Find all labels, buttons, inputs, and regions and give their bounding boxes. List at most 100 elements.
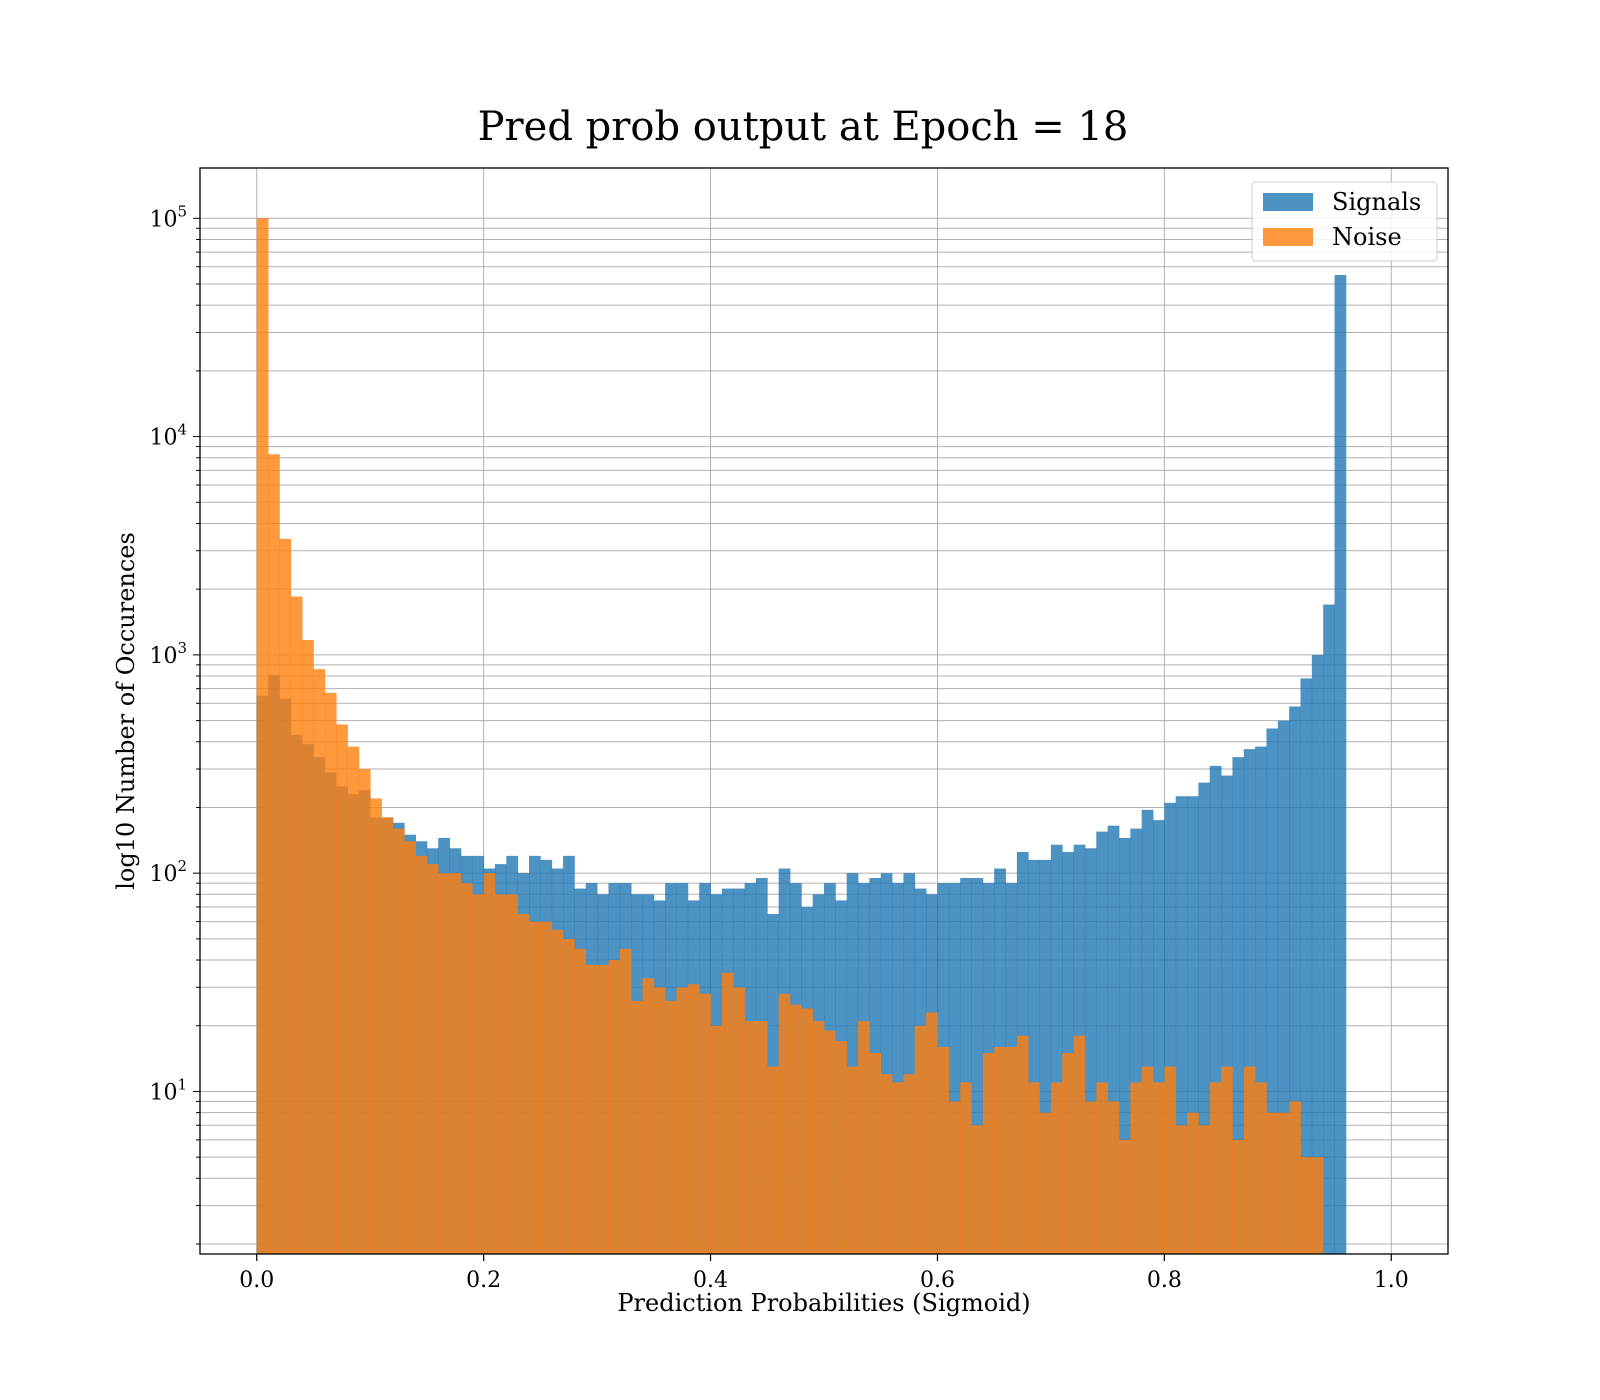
bar-noise bbox=[404, 841, 416, 1254]
y-tick-label: 103 bbox=[149, 639, 187, 669]
bar-noise bbox=[336, 724, 348, 1254]
bar-noise bbox=[1300, 1157, 1313, 1254]
bar-signals bbox=[1232, 757, 1245, 1254]
bar-noise bbox=[1050, 1082, 1063, 1254]
bar-noise bbox=[1164, 1066, 1177, 1254]
bar-noise bbox=[1141, 1066, 1154, 1254]
bar-noise bbox=[699, 993, 711, 1254]
bar-noise bbox=[665, 1000, 677, 1254]
bar-signals bbox=[1050, 844, 1063, 1254]
bar-noise bbox=[1289, 1101, 1301, 1254]
bar-noise bbox=[835, 1041, 848, 1254]
bar-noise bbox=[290, 596, 303, 1254]
bar-noise bbox=[1096, 1082, 1109, 1254]
bar-noise bbox=[914, 1025, 927, 1254]
bar-noise bbox=[801, 1008, 814, 1254]
bar-signals bbox=[1198, 782, 1211, 1254]
bar-noise bbox=[858, 1021, 870, 1254]
bar-noise bbox=[846, 1066, 859, 1254]
bar-noise bbox=[597, 964, 609, 1254]
bar-noise bbox=[472, 894, 485, 1254]
bar-noise bbox=[642, 978, 655, 1254]
y-tick-label: 105 bbox=[149, 202, 187, 232]
bar-noise bbox=[982, 1053, 995, 1254]
bar-noise bbox=[415, 855, 428, 1254]
bar-signals bbox=[1289, 706, 1301, 1254]
bar-noise bbox=[1277, 1112, 1290, 1254]
bar-noise bbox=[540, 921, 553, 1254]
chart-title: Pred prob output at Epoch = 18 bbox=[478, 104, 1129, 150]
bar-noise bbox=[1084, 1101, 1097, 1254]
bar-noise bbox=[302, 639, 314, 1254]
bar-signals bbox=[1311, 654, 1324, 1254]
bar-noise bbox=[1266, 1112, 1279, 1254]
bar-signals bbox=[1175, 796, 1188, 1254]
x-axis-label: Prediction Probabilities (Sigmoid) bbox=[617, 1289, 1030, 1317]
bar-noise bbox=[960, 1082, 972, 1254]
bar-noise bbox=[529, 921, 541, 1254]
bar-noise bbox=[551, 929, 564, 1254]
bar-noise bbox=[347, 746, 360, 1254]
bar-signals bbox=[846, 873, 859, 1254]
bar-noise bbox=[812, 1021, 825, 1254]
bar-noise bbox=[392, 828, 405, 1254]
bar-signals bbox=[1096, 831, 1109, 1254]
legend-label-noise: Noise bbox=[1332, 223, 1402, 251]
y-tick-label: 102 bbox=[149, 857, 187, 887]
bar-noise bbox=[438, 873, 450, 1254]
bar-signals bbox=[1141, 809, 1154, 1254]
bar-signals bbox=[1243, 749, 1256, 1254]
bar-signals bbox=[1187, 796, 1199, 1254]
bar-noise bbox=[1175, 1125, 1188, 1254]
bar-noise bbox=[778, 993, 791, 1254]
bar-noise bbox=[631, 1000, 643, 1254]
bar-signals bbox=[1266, 728, 1279, 1254]
x-axis-ticks: 0.0 0.2 0.4 0.6 0.8 1.0 bbox=[239, 1254, 1409, 1293]
bar-signals bbox=[948, 883, 961, 1254]
bar-noise bbox=[1028, 1082, 1040, 1254]
bar-noise bbox=[710, 1025, 723, 1254]
bar-signals bbox=[1323, 604, 1335, 1254]
bar-signals bbox=[1039, 859, 1052, 1254]
bar-signals bbox=[1164, 802, 1177, 1254]
bar-signals bbox=[1153, 820, 1165, 1254]
bar-noise bbox=[1243, 1066, 1256, 1254]
x-tick-label: 0.4 bbox=[693, 1268, 728, 1293]
bar-signals bbox=[903, 873, 916, 1254]
bar-noise bbox=[755, 1021, 768, 1254]
bar-noise bbox=[1118, 1139, 1131, 1254]
bar-noise bbox=[1073, 1035, 1086, 1254]
bar-noise bbox=[1255, 1082, 1267, 1254]
bar-noise bbox=[370, 798, 382, 1254]
y-tick-label: 104 bbox=[149, 421, 187, 451]
bar-noise bbox=[926, 1012, 938, 1254]
bar-noise bbox=[268, 454, 280, 1255]
bar-noise bbox=[1187, 1112, 1199, 1254]
legend-swatch-noise bbox=[1263, 228, 1313, 246]
bar-noise bbox=[824, 1030, 836, 1254]
bar-noise bbox=[1062, 1053, 1074, 1254]
bar-noise bbox=[449, 873, 462, 1254]
bar-noise bbox=[1039, 1112, 1052, 1254]
bar-signals bbox=[892, 883, 904, 1254]
bar-noise bbox=[869, 1053, 882, 1254]
bar-noise bbox=[1005, 1046, 1018, 1254]
bar-noise bbox=[574, 948, 587, 1254]
x-tick-label: 0.2 bbox=[466, 1268, 501, 1293]
bar-signals bbox=[1300, 678, 1313, 1254]
bar-noise bbox=[892, 1082, 904, 1254]
bar-noise bbox=[517, 913, 530, 1254]
bar-noise bbox=[1209, 1082, 1222, 1254]
bar-signals bbox=[971, 878, 984, 1254]
bar-signals bbox=[1084, 848, 1097, 1254]
bar-noise bbox=[381, 817, 394, 1254]
bar-noise bbox=[903, 1074, 916, 1254]
bar-noise bbox=[1107, 1101, 1120, 1254]
bar-noise bbox=[426, 864, 439, 1254]
bar-noise bbox=[733, 987, 745, 1254]
bar-noise bbox=[994, 1046, 1006, 1254]
bar-noise bbox=[687, 984, 700, 1254]
bar-noise bbox=[653, 987, 666, 1254]
plot-frame bbox=[199, 167, 1449, 1255]
bar-signals bbox=[1277, 720, 1290, 1254]
